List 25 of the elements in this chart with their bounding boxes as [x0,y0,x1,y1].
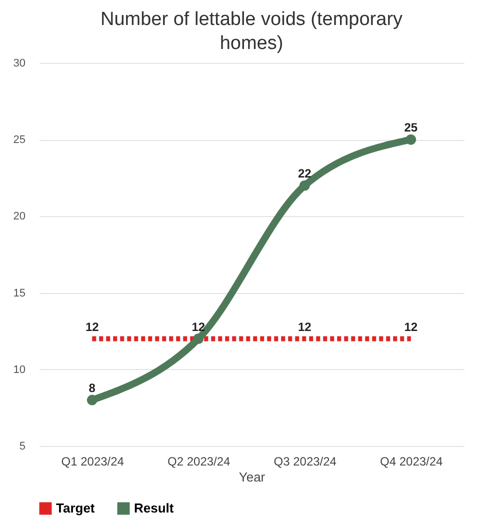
x-axis-title: Year [238,470,266,484]
point [86,394,98,406]
data-label: 12 [85,320,100,334]
y-tick-label: 5 [19,440,26,452]
point [193,334,204,344]
data-label: 25 [404,120,418,135]
x-tick-label: Q4 2023/24 [380,454,444,468]
data-label: 8 [88,381,96,396]
y-tick-label: 20 [13,210,26,223]
legend-label: Result [134,500,174,516]
x-tick-label: Q1 2023/24 [61,454,124,468]
x-tick-label: Q3 2023/24 [274,454,337,468]
point [406,134,416,145]
y-tick-label: 25 [13,134,26,146]
y-tick-label: 30 [13,58,26,70]
x-tick-label: Q2 2023/24 [168,454,231,468]
y-tick-label: 15 [13,287,26,300]
chart-title: Number of lettable voids (temporary homes) [100,9,404,54]
data-label: 12 [404,320,418,334]
data-label: 12 [298,320,312,334]
data-label: 22 [298,166,312,181]
y-tick-label: 10 [13,364,26,376]
data-label: 12 [192,320,206,334]
point [299,180,310,191]
legend-label: Target [56,500,96,516]
